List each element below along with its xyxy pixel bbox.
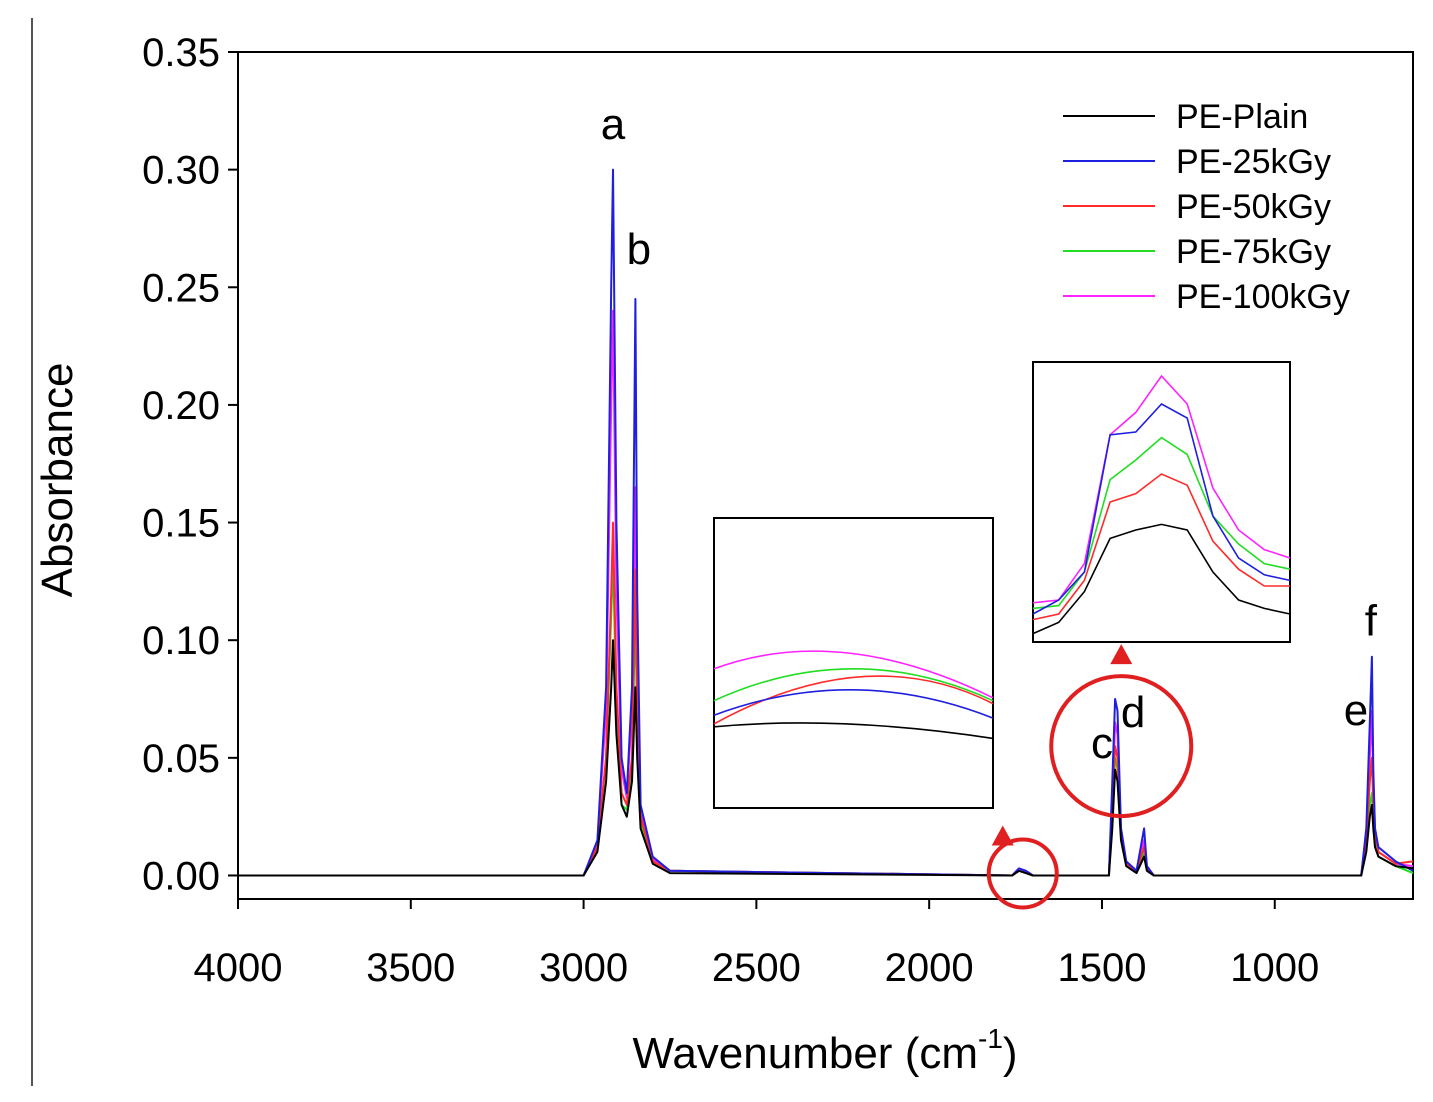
cd-inset bbox=[1032, 361, 1291, 643]
x-tick-label: 3000 bbox=[539, 946, 628, 990]
x-tick-label: 3500 bbox=[366, 946, 455, 990]
x-axis: 4000 3500 3000 2500 2000 1500 1000 bbox=[194, 899, 1319, 990]
x-axis-title-superscript: -1 bbox=[978, 1023, 1003, 1054]
peak-label-d: d bbox=[1121, 688, 1145, 737]
carbonyl-inset-frame bbox=[713, 517, 994, 809]
y-tick-label: 0.05 bbox=[142, 737, 220, 781]
x-tick-label: 2000 bbox=[885, 946, 974, 990]
carbonyl-inset-line-pe-50kgy bbox=[713, 675, 994, 725]
carbonyl-inset bbox=[713, 517, 994, 809]
highlight-layer bbox=[986, 644, 1194, 910]
x-tick-label: 4000 bbox=[194, 946, 283, 990]
legend-label-pe-75kgy: PE-75kGy bbox=[1176, 233, 1331, 271]
carbonyl-inset-lines bbox=[713, 650, 994, 740]
legend-label-pe-50kgy: PE-50kGy bbox=[1176, 188, 1331, 226]
y-tick-label: 0.25 bbox=[142, 266, 220, 310]
y-tick-label: 0.00 bbox=[142, 854, 220, 898]
highlight-circle-carbonyl-region bbox=[986, 837, 1059, 910]
carbonyl-inset-line-pe-100kgy bbox=[713, 650, 994, 699]
legend-label-pe-25kgy: PE-25kGy bbox=[1176, 143, 1331, 181]
series-layer bbox=[238, 168, 1414, 877]
marker-triangle-carbonyl bbox=[991, 825, 1014, 846]
x-axis-title-main: Wavenumber (cm bbox=[632, 1029, 978, 1078]
legend-label-pe-100kgy: PE-100kGy bbox=[1176, 278, 1350, 316]
peak-label-e: e bbox=[1344, 686, 1368, 735]
y-tick-label: 0.35 bbox=[142, 31, 220, 75]
x-axis-title-close: ) bbox=[1003, 1029, 1018, 1078]
peak-label-c: c bbox=[1091, 719, 1113, 768]
peak-label-a: a bbox=[601, 100, 626, 149]
highlight-circle-cd-region bbox=[1049, 674, 1194, 819]
x-tick-label: 2500 bbox=[712, 946, 801, 990]
legend-label-pe-plain: PE-Plain bbox=[1176, 98, 1308, 136]
series-line-pe-plain bbox=[238, 639, 1414, 877]
peak-labels: a b cd ef bbox=[601, 100, 1378, 768]
y-axis: 0.00 0.05 0.10 0.15 0.20 0.25 0.30 0.35 bbox=[142, 31, 238, 898]
x-axis-title: Wavenumber (cm-1) bbox=[632, 1023, 1017, 1078]
y-tick-label: 0.20 bbox=[142, 384, 220, 428]
y-tick-label: 0.30 bbox=[142, 149, 220, 193]
y-axis-title: Absorbance bbox=[33, 363, 82, 598]
peak-label-b: b bbox=[627, 225, 651, 274]
y-tick-label: 0.15 bbox=[142, 502, 220, 546]
cd-inset-lines bbox=[1032, 374, 1291, 635]
plot-frame bbox=[237, 51, 1414, 900]
carbonyl-inset-line-pe-75kgy bbox=[713, 668, 994, 702]
carbonyl-inset-line-pe-25kgy bbox=[713, 689, 994, 719]
cd-inset-line-pe-100kgy bbox=[1032, 374, 1291, 604]
cd-inset-line-pe-75kgy bbox=[1032, 436, 1291, 610]
cd-inset-line-pe-25kgy bbox=[1032, 402, 1291, 615]
x-tick-label: 1000 bbox=[1230, 946, 1319, 990]
cd-inset-line-pe-plain bbox=[1032, 523, 1291, 635]
peak-label-f: f bbox=[1365, 596, 1378, 645]
carbonyl-inset-line-pe-plain bbox=[713, 722, 994, 740]
marker-triangle-cd bbox=[1110, 644, 1133, 665]
y-tick-label: 0.10 bbox=[142, 619, 220, 663]
cd-inset-line-pe-50kgy bbox=[1032, 473, 1290, 621]
x-tick-label: 1500 bbox=[1057, 946, 1146, 990]
cd-inset-frame bbox=[1032, 361, 1291, 643]
legend: PE-Plain PE-25kGy PE-50kGy PE-75kGy PE-100kG… bbox=[1063, 98, 1350, 316]
